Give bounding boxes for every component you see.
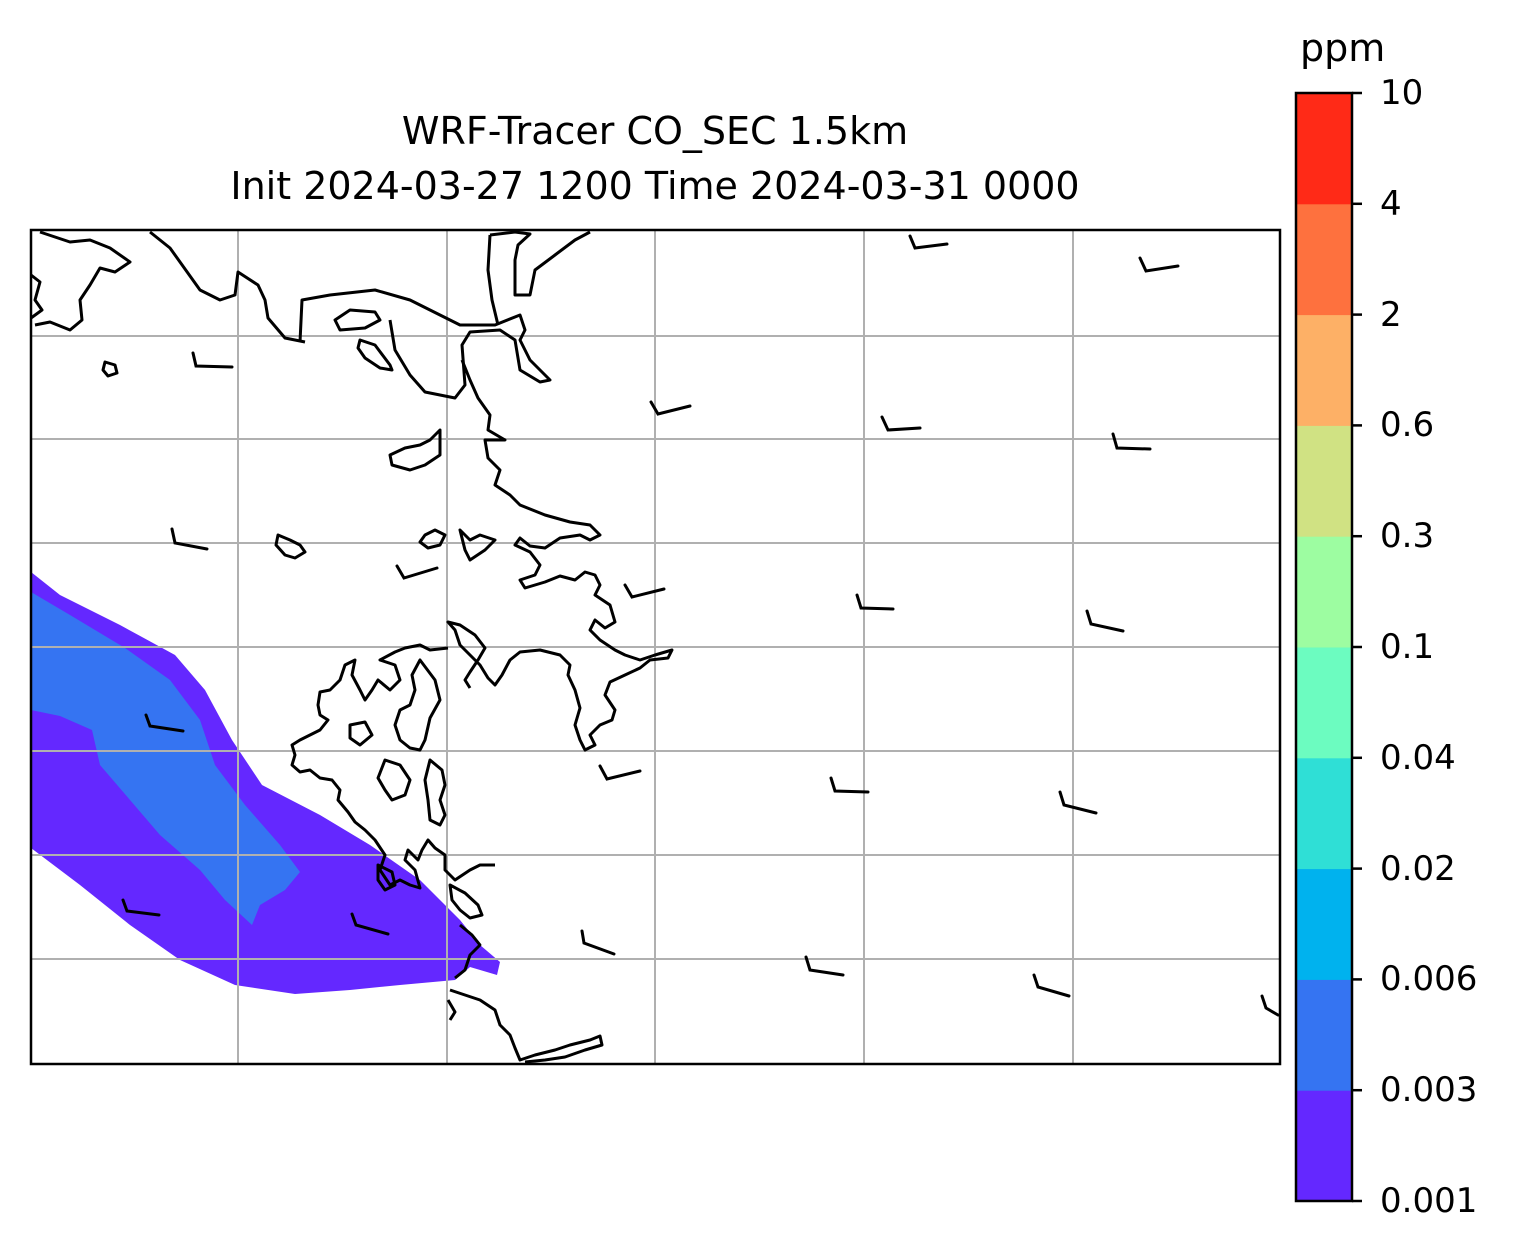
coastline [274, 533, 307, 560]
map-title: WRF-Tracer CO_SEC 1.5km Init 2024-03-27 … [30, 104, 1280, 214]
coastline [298, 288, 552, 400]
wind-barb [908, 234, 949, 250]
coastline [376, 863, 397, 892]
coastline [448, 883, 484, 920]
colorbar-segment [1296, 425, 1352, 537]
colorbar-tick-label: 0.006 [1380, 959, 1478, 1000]
colorbar-tick-label: 4 [1380, 183, 1402, 224]
wind-barb [804, 955, 845, 977]
colorbar-segment [1296, 757, 1352, 870]
wind-barb [1260, 994, 1280, 1017]
map-frame [29, 228, 1282, 1066]
coastline [31, 273, 44, 320]
wind-barb [1111, 432, 1152, 451]
wind-barb [598, 764, 642, 781]
wind-barb [395, 564, 439, 580]
coastline [34, 230, 132, 332]
coastline [290, 643, 495, 890]
coastline [446, 359, 674, 752]
colorbar-segment [1296, 93, 1352, 205]
colorbar-tick-label: 2 [1380, 294, 1402, 335]
coastline [101, 360, 119, 378]
coastline [393, 658, 442, 752]
coastlines [31, 230, 674, 1064]
wind-barb [170, 527, 209, 551]
colorbar-segment [1296, 979, 1352, 1091]
wind-barb [121, 898, 161, 917]
colorbar-units-label: ppm [1300, 26, 1386, 70]
colorbar-ticks [1352, 91, 1362, 1203]
wind-barb [1058, 790, 1098, 815]
colorbar-segment [1296, 314, 1352, 426]
map-panel [29, 228, 1282, 1066]
wind-barb [1138, 256, 1180, 273]
wind-barb [649, 400, 692, 416]
coastline [454, 923, 482, 980]
colorbar-segments [1296, 93, 1352, 1202]
colorbar [1294, 91, 1362, 1203]
coastline [388, 428, 442, 472]
colorbar-tick-label: 0.001 [1380, 1181, 1478, 1221]
colorbar-tick-label: 10 [1380, 73, 1424, 113]
colorbar-tick-label: 0.1 [1380, 627, 1435, 667]
colorbar-tick-label: 0.003 [1380, 1070, 1478, 1111]
colorbar-segment [1296, 647, 1352, 759]
colorbar-segment [1296, 203, 1352, 316]
coastline [423, 758, 447, 827]
wind-barb [350, 912, 390, 936]
wind-barb [144, 713, 185, 733]
wind-barb [1032, 973, 1071, 998]
wind-barb [1085, 609, 1125, 633]
coastline [348, 720, 374, 747]
colorbar-tick-label: 0.04 [1380, 737, 1456, 778]
colorbar-segment [1296, 1090, 1352, 1202]
colorbar-tick-label: 0.3 [1380, 516, 1435, 557]
coastline [333, 308, 382, 332]
title-line-2: Init 2024-03-27 1200 Time 2024-03-31 000… [230, 164, 1080, 208]
colorbar-segment [1296, 868, 1352, 980]
coastline [149, 230, 306, 344]
wind-barb [880, 415, 922, 432]
title-line-1: WRF-Tracer CO_SEC 1.5km [401, 109, 909, 153]
wind-barb [829, 776, 870, 794]
coastline [486, 234, 500, 326]
coastline [449, 988, 604, 1064]
colorbar-segment [1296, 536, 1352, 648]
coastline [446, 999, 457, 1021]
coastline [376, 758, 412, 802]
coastline [489, 230, 591, 297]
plume-inner-region [31, 592, 300, 925]
coastline [458, 528, 497, 562]
coastline [418, 528, 447, 550]
wind-barb [580, 929, 616, 956]
colorbar-tick-label: 0.02 [1380, 848, 1456, 889]
colorbar-tick-label: 0.6 [1380, 405, 1435, 446]
wind-barb [191, 351, 234, 369]
wind-barb [855, 593, 895, 611]
coastline [356, 338, 394, 372]
wind-barb [623, 583, 666, 599]
wind-barbs [121, 234, 1280, 1017]
